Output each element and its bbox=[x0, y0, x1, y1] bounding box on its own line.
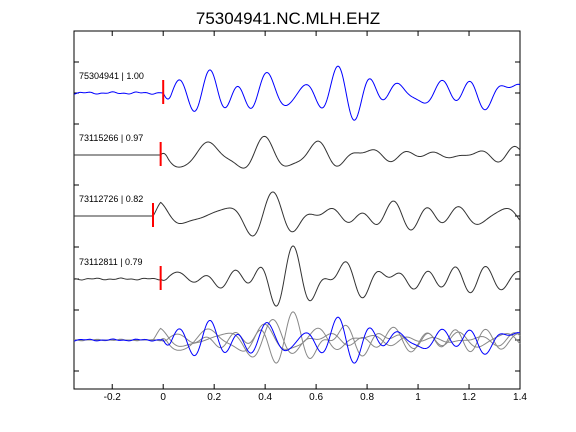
x-tick-label: 0.6 bbox=[309, 392, 323, 403]
waveform-trace bbox=[74, 135, 521, 169]
overlay-group bbox=[73, 311, 521, 364]
trace-label: 73112811 | 0.79 bbox=[79, 257, 143, 267]
trace-labels: 75304941 | 1.00 73115266 | 0.97 73112726 |… bbox=[79, 71, 144, 267]
overlay-trace bbox=[73, 311, 521, 364]
overlay-reference-trace bbox=[73, 316, 521, 364]
trace-label: 73115266 | 0.97 bbox=[79, 133, 143, 143]
waveform-trace bbox=[73, 65, 521, 121]
waveform-trace bbox=[74, 191, 521, 237]
chart-title: 75304941.NC.MLH.EHZ bbox=[196, 9, 380, 28]
trace-label: 75304941 | 1.00 bbox=[79, 71, 144, 81]
overlay-trace bbox=[74, 319, 521, 358]
x-axis: -0.2 0 0.2 0.4 0.6 0.8 1 1.2 1.4 bbox=[74, 30, 527, 403]
plot-frame bbox=[73, 30, 521, 390]
traces-group bbox=[73, 65, 521, 307]
waveform-trace bbox=[73, 245, 521, 307]
x-tick-label: 0.4 bbox=[258, 392, 272, 403]
trace-label: 73112726 | 0.82 bbox=[79, 194, 143, 204]
x-tick-label: 1.4 bbox=[513, 392, 527, 403]
x-tick-label: 0 bbox=[160, 392, 166, 403]
x-tick-label: 0.8 bbox=[360, 392, 374, 403]
x-tick-label: 1.2 bbox=[462, 392, 476, 403]
x-tick-label: 1 bbox=[415, 392, 421, 403]
x-tick-label: -0.2 bbox=[104, 392, 122, 403]
overlay-trace bbox=[74, 323, 521, 352]
x-tick-label: 0.2 bbox=[207, 392, 221, 403]
